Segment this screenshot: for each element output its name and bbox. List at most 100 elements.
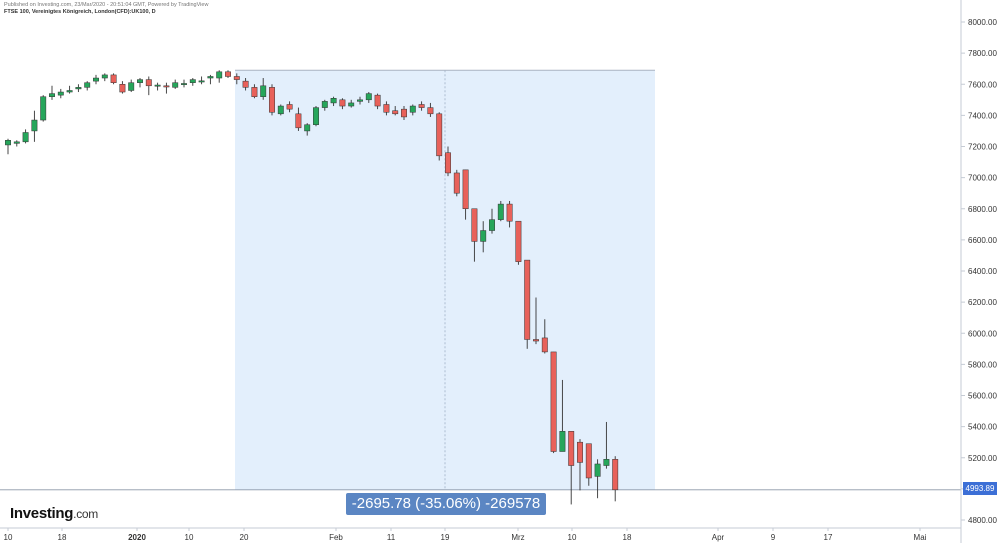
- candle[interactable]: [93, 74, 99, 85]
- candle[interactable]: [233, 73, 240, 85]
- candle-body: [295, 113, 302, 129]
- candle[interactable]: [515, 220, 522, 265]
- candle[interactable]: [471, 208, 478, 262]
- candle[interactable]: [568, 431, 575, 505]
- price-axis[interactable]: 8000.00 7800.00 7600.00 7400.00 7200.00 7000.…: [961, 18, 997, 525]
- candle[interactable]: [321, 99, 328, 111]
- candle[interactable]: [506, 200, 513, 228]
- candle[interactable]: [409, 104, 416, 116]
- time-axis[interactable]: 10 18 2020 10 20 Feb 11 19 Mrz 10 18 Apr 9 17 Mai: [4, 528, 927, 542]
- candle[interactable]: [445, 146, 451, 177]
- candle[interactable]: [453, 169, 460, 197]
- candle[interactable]: [612, 456, 619, 502]
- candle[interactable]: [533, 297, 539, 345]
- price-tick-label: 7800.00: [968, 49, 997, 58]
- candle[interactable]: [427, 102, 434, 117]
- time-tick-label: Mai: [914, 533, 927, 542]
- candle[interactable]: [49, 85, 55, 100]
- candle[interactable]: [304, 123, 311, 136]
- candle[interactable]: [585, 443, 592, 486]
- candle[interactable]: [251, 84, 258, 99]
- candle-body: [436, 113, 443, 157]
- candle[interactable]: [462, 169, 469, 220]
- candle[interactable]: [172, 79, 179, 89]
- candle[interactable]: [189, 78, 196, 86]
- candle[interactable]: [181, 79, 187, 88]
- candle-body: [277, 105, 284, 115]
- candle[interactable]: [559, 379, 566, 452]
- candle-body: [480, 230, 487, 242]
- candle[interactable]: [550, 351, 557, 454]
- candle[interactable]: [22, 129, 29, 144]
- candle-body: [84, 82, 91, 88]
- candle[interactable]: [480, 221, 487, 253]
- candle-body: [603, 459, 610, 466]
- candle[interactable]: [31, 110, 38, 142]
- candle[interactable]: [357, 96, 363, 105]
- candle[interactable]: [207, 74, 214, 85]
- candle[interactable]: [137, 78, 143, 88]
- candle-body: [66, 90, 73, 93]
- candle[interactable]: [577, 439, 583, 491]
- candle[interactable]: [594, 459, 601, 499]
- candle[interactable]: [216, 70, 223, 83]
- candle[interactable]: [101, 73, 108, 82]
- candle[interactable]: [313, 106, 319, 127]
- candle[interactable]: [365, 92, 372, 103]
- candle[interactable]: [374, 93, 381, 110]
- candle[interactable]: [154, 82, 161, 91]
- candle[interactable]: [286, 101, 293, 113]
- candle[interactable]: [13, 140, 20, 147]
- candle[interactable]: [603, 421, 610, 469]
- candle[interactable]: [198, 76, 205, 85]
- candle[interactable]: [163, 82, 170, 94]
- candle[interactable]: [5, 138, 11, 155]
- candle[interactable]: [225, 70, 231, 79]
- candles-group: [5, 70, 619, 505]
- candle[interactable]: [119, 81, 126, 94]
- price-tick-label: 6000.00: [968, 329, 997, 338]
- candle[interactable]: [242, 78, 249, 91]
- candle-body: [330, 98, 337, 104]
- candle[interactable]: [145, 76, 152, 96]
- candle[interactable]: [128, 79, 135, 93]
- candle[interactable]: [348, 99, 355, 108]
- candle[interactable]: [392, 106, 399, 116]
- candle[interactable]: [277, 104, 284, 116]
- candle-body: [145, 79, 152, 87]
- time-tick-label: 17: [824, 533, 833, 542]
- candle-body: [207, 76, 214, 79]
- candle-body: [577, 441, 583, 463]
- candle[interactable]: [260, 78, 267, 100]
- candle[interactable]: [269, 84, 275, 116]
- candle[interactable]: [75, 84, 82, 93]
- candle[interactable]: [383, 101, 390, 116]
- candle-body: [401, 108, 407, 118]
- candle[interactable]: [436, 112, 443, 161]
- candle[interactable]: [110, 73, 117, 85]
- time-tick-label: Feb: [329, 533, 343, 542]
- candle-body: [515, 220, 522, 262]
- candle[interactable]: [330, 96, 337, 107]
- candle[interactable]: [418, 101, 425, 111]
- candle[interactable]: [401, 106, 407, 121]
- candle[interactable]: [524, 259, 531, 349]
- candle-body: [225, 71, 231, 77]
- candle[interactable]: [541, 319, 548, 354]
- candle-body: [418, 104, 425, 108]
- candle-body: [541, 337, 548, 353]
- candle[interactable]: [497, 200, 504, 222]
- candle[interactable]: [295, 107, 302, 131]
- investing-logo[interactable]: Investing.com: [10, 505, 98, 522]
- candle-body: [357, 99, 363, 102]
- candle[interactable]: [489, 208, 495, 234]
- candle[interactable]: [339, 98, 346, 110]
- price-tick-label: 6600.00: [968, 236, 997, 245]
- candle-body: [189, 79, 196, 83]
- candle-body: [462, 169, 469, 209]
- candle[interactable]: [84, 81, 91, 91]
- candle[interactable]: [40, 95, 47, 122]
- candle[interactable]: [66, 85, 73, 94]
- candle[interactable]: [57, 88, 64, 99]
